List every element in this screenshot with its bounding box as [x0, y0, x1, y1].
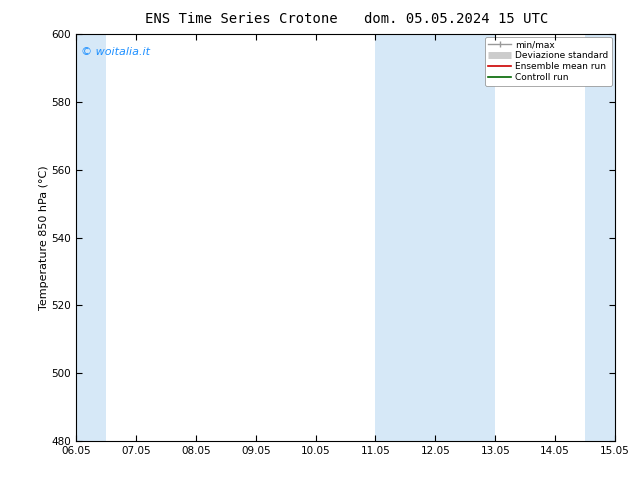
Text: dom. 05.05.2024 15 UTC: dom. 05.05.2024 15 UTC [365, 12, 548, 26]
Y-axis label: Temperature 850 hPa (°C): Temperature 850 hPa (°C) [39, 165, 49, 310]
Legend: min/max, Deviazione standard, Ensemble mean run, Controll run: min/max, Deviazione standard, Ensemble m… [485, 37, 612, 86]
Text: © woitalia.it: © woitalia.it [81, 47, 150, 56]
Bar [76, 34, 106, 441]
Bar [375, 34, 495, 441]
Text: ENS Time Series Crotone: ENS Time Series Crotone [145, 12, 337, 26]
Bar [585, 34, 634, 441]
